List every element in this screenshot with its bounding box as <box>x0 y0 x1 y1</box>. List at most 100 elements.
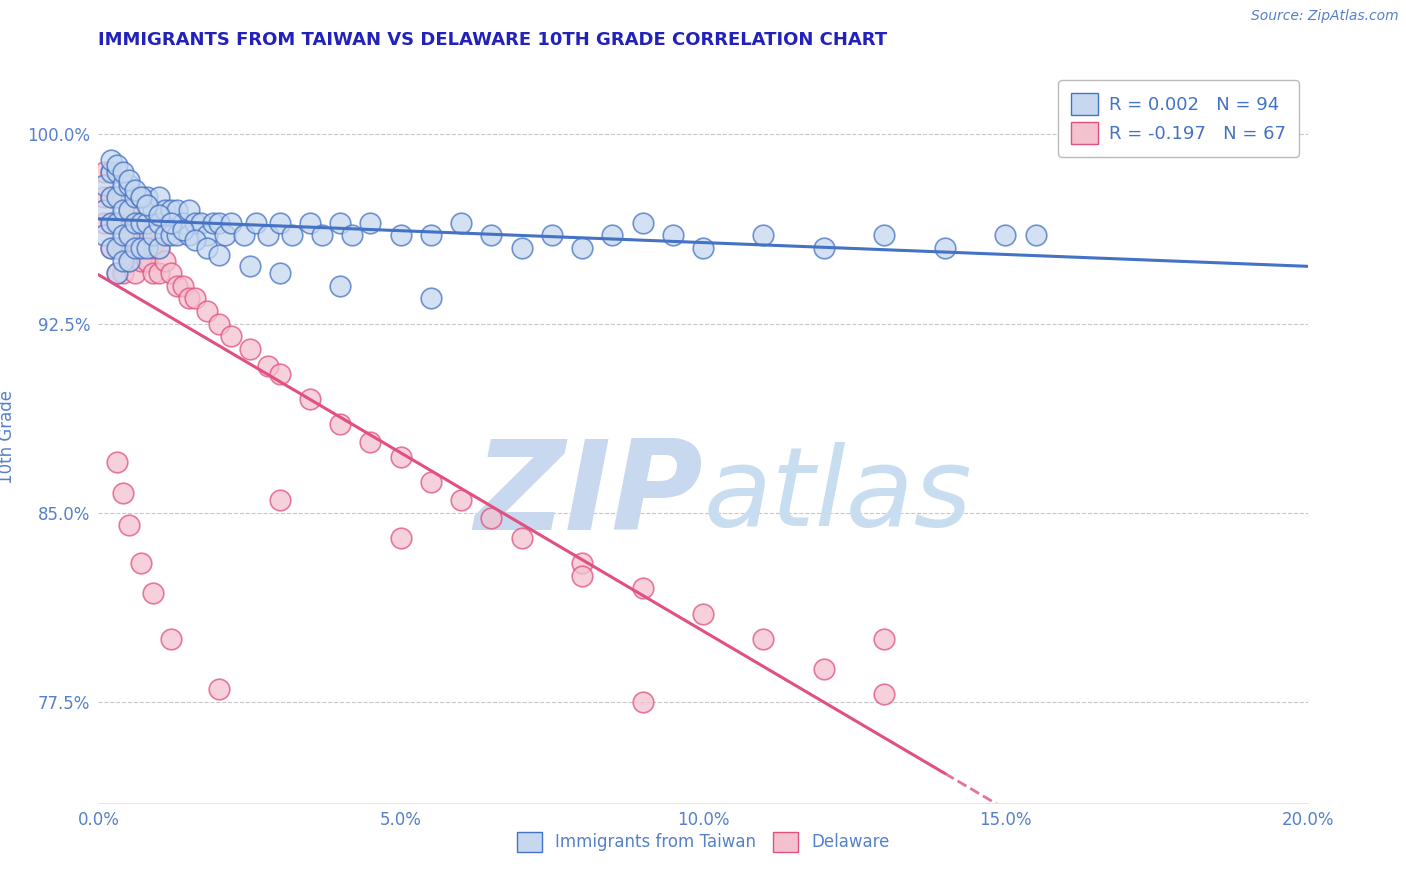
Point <box>93 203 115 218</box>
Point <box>269 367 291 381</box>
Point <box>195 304 218 318</box>
Point <box>256 228 278 243</box>
Point <box>360 435 382 450</box>
Point <box>129 556 152 570</box>
Point <box>105 241 128 255</box>
Point <box>221 216 243 230</box>
Point <box>571 569 593 583</box>
Point <box>111 216 134 230</box>
Point <box>129 190 152 204</box>
Point <box>571 556 593 570</box>
Point <box>142 203 165 218</box>
Point <box>631 695 654 709</box>
Point <box>481 510 503 524</box>
Point <box>153 228 176 243</box>
Point <box>100 190 122 204</box>
Point <box>752 632 775 646</box>
Point <box>342 228 364 243</box>
Point <box>269 493 291 508</box>
Point <box>420 291 443 305</box>
Point <box>190 216 212 230</box>
Point <box>118 253 141 268</box>
Point <box>148 266 170 280</box>
Point <box>142 586 165 600</box>
Point <box>208 682 231 697</box>
Point <box>631 216 654 230</box>
Point <box>692 241 714 255</box>
Point <box>111 485 134 500</box>
Point <box>105 165 128 179</box>
Point <box>510 241 533 255</box>
Point <box>93 216 115 230</box>
Point <box>389 450 412 465</box>
Point <box>160 216 183 230</box>
Point <box>661 228 683 243</box>
Point <box>281 228 304 243</box>
Point <box>129 216 152 230</box>
Point <box>420 228 443 243</box>
Point <box>105 216 128 230</box>
Point <box>105 266 128 280</box>
Point <box>124 190 146 204</box>
Point <box>269 266 291 280</box>
Point <box>111 253 134 268</box>
Point <box>329 278 352 293</box>
Point <box>135 198 157 212</box>
Point <box>179 291 201 305</box>
Point <box>329 417 352 432</box>
Point <box>166 228 188 243</box>
Point <box>148 241 170 255</box>
Point <box>129 253 152 268</box>
Point <box>105 190 128 204</box>
Point <box>873 632 896 646</box>
Point <box>148 208 170 222</box>
Point <box>873 687 896 701</box>
Point <box>93 165 115 179</box>
Point <box>571 241 593 255</box>
Point <box>111 203 134 218</box>
Point <box>631 582 654 596</box>
Point <box>389 228 412 243</box>
Point <box>124 216 146 230</box>
Point <box>100 216 122 230</box>
Point <box>934 241 956 255</box>
Point <box>105 266 128 280</box>
Point <box>172 223 194 237</box>
Point <box>329 216 352 230</box>
Point <box>135 241 157 255</box>
Point <box>299 216 322 230</box>
Point <box>239 342 262 356</box>
Point <box>129 190 152 204</box>
Point <box>142 266 165 280</box>
Point <box>105 158 128 172</box>
Point <box>118 228 141 243</box>
Legend: Immigrants from Taiwan, Delaware: Immigrants from Taiwan, Delaware <box>509 823 897 860</box>
Point <box>118 228 141 243</box>
Point <box>129 241 152 255</box>
Point <box>111 178 134 192</box>
Point <box>160 266 183 280</box>
Point <box>184 216 207 230</box>
Point <box>172 278 194 293</box>
Point <box>195 241 218 255</box>
Point <box>239 259 262 273</box>
Point <box>105 216 128 230</box>
Point <box>172 216 194 230</box>
Point <box>256 359 278 374</box>
Text: atlas: atlas <box>703 442 972 549</box>
Point <box>481 228 503 243</box>
Point <box>450 493 472 508</box>
Point <box>202 216 225 230</box>
Point <box>153 203 176 218</box>
Point <box>752 228 775 243</box>
Point <box>105 241 128 255</box>
Text: ZIP: ZIP <box>474 435 703 556</box>
Point <box>245 216 267 230</box>
Point <box>111 241 134 255</box>
Point <box>420 475 443 490</box>
Point <box>105 190 128 204</box>
Point <box>540 228 562 243</box>
Point <box>124 216 146 230</box>
Point <box>166 278 188 293</box>
Point <box>93 178 115 192</box>
